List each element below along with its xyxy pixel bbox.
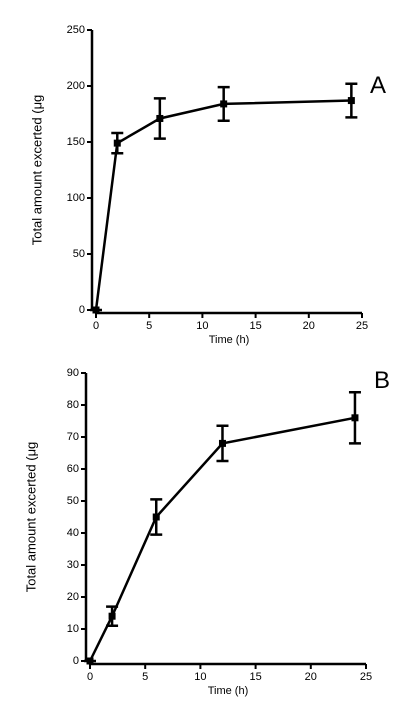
x-axis-label: Time (h) [208,685,249,697]
y-axis-label: Total amount excerted (μg [29,95,44,246]
x-tick-label: 15 [249,671,261,683]
y-tick-label: 70 [67,431,79,443]
x-tick-label: 10 [196,320,208,332]
marker [113,139,121,147]
y-tick-label: 250 [67,24,85,36]
x-tick-label: 0 [93,320,99,332]
y-tick-label: 30 [67,559,79,571]
panel-label: B [374,367,390,394]
marker [220,100,228,108]
y-tick-label: 50 [67,495,79,507]
marker [152,513,160,521]
x-tick-label: 25 [356,320,368,332]
y-tick-label: 20 [67,591,79,603]
marker [108,612,116,620]
marker [347,97,355,105]
marker [351,414,359,422]
x-tick-label: 25 [360,671,372,683]
y-tick-label: 0 [79,304,85,316]
x-axis-label: Time (h) [209,334,250,346]
x-tick-label: 5 [146,320,152,332]
y-axis-label: Total amount excerted (μg [23,442,38,593]
marker [86,657,94,665]
x-tick-label: 20 [303,320,315,332]
x-tick-label: 20 [305,671,317,683]
y-tick-label: 10 [67,623,79,635]
panel-label: A [370,72,386,99]
data-line [94,99,352,311]
x-tick-label: 15 [249,320,261,332]
y-tick-label: 150 [67,136,85,148]
marker [92,306,100,314]
marker [218,439,226,447]
y-tick-label: 200 [67,80,85,92]
y-tick-label: 0 [73,655,79,667]
y-tick-label: 80 [67,399,79,411]
x-tick-label: 10 [194,671,206,683]
y-tick-label: 90 [67,367,79,379]
y-tick-label: 50 [73,248,85,260]
y-tick-label: 60 [67,463,79,475]
y-tick-label: 40 [67,527,79,539]
y-tick-label: 100 [67,192,85,204]
x-tick-label: 5 [142,671,148,683]
x-tick-label: 0 [87,671,93,683]
marker [156,114,164,122]
